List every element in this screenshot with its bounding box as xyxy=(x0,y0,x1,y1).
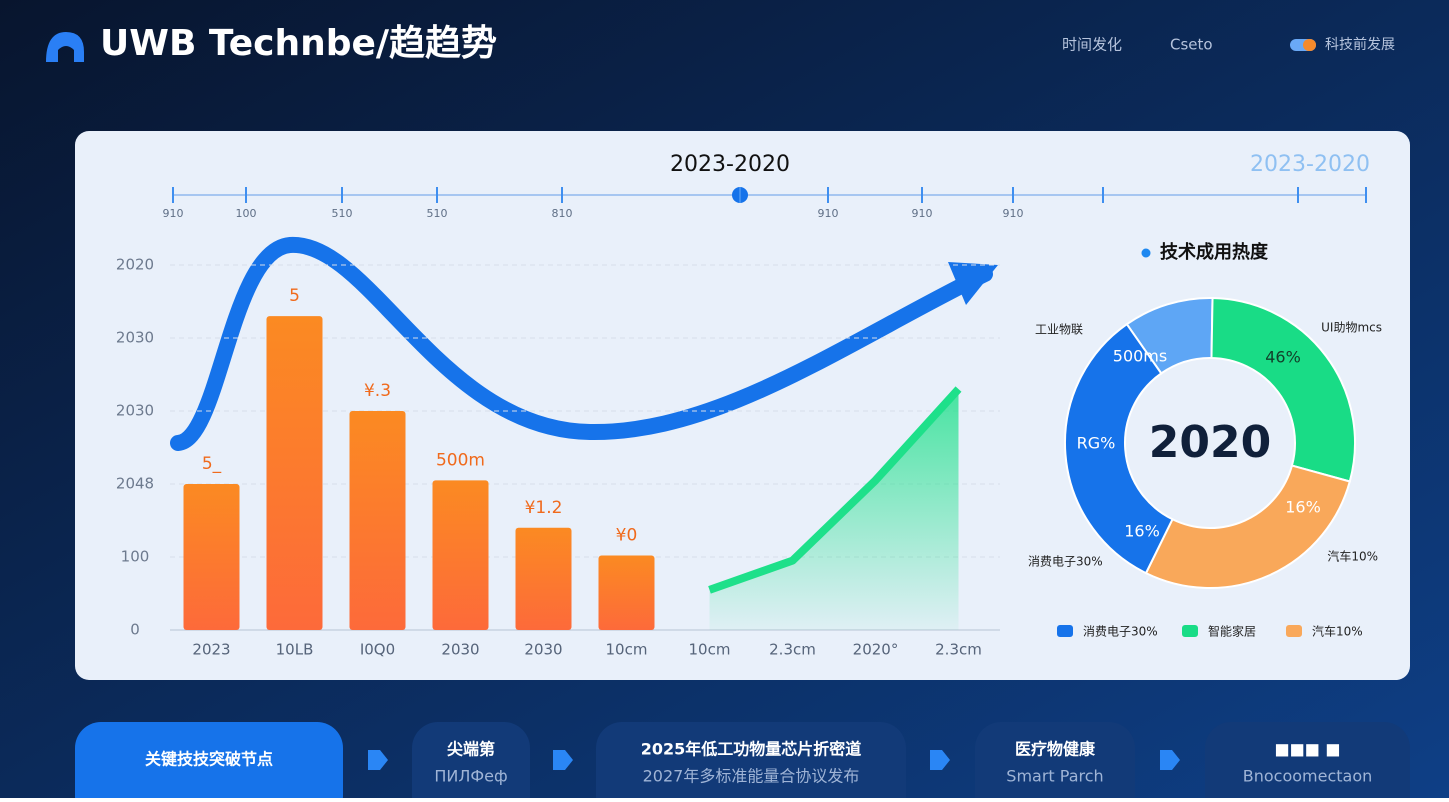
x-tick-label: 2020° xyxy=(853,641,899,659)
step-text: 2027年多标准能量合协议发布 xyxy=(643,767,860,786)
bar xyxy=(515,527,572,630)
bar-annotation: ¥1.2 xyxy=(525,498,563,518)
slice-label: 500ms xyxy=(1113,347,1167,366)
legend-label: 汽车10% xyxy=(1312,624,1363,639)
title: UWB Technbe/趋趋势 xyxy=(100,23,497,64)
y-tick-label: 100 xyxy=(121,548,150,566)
step-text: Bnocoomectaon xyxy=(1243,767,1373,786)
legend-dot xyxy=(1141,248,1151,258)
step-arrow xyxy=(553,750,573,770)
bar-annotation: ¥.3 xyxy=(364,381,391,401)
donut-slice xyxy=(1210,297,1356,483)
bar xyxy=(183,484,240,630)
y-tick-label: 2030 xyxy=(116,329,154,347)
x-tick-label: 10LB xyxy=(276,641,314,659)
outer-label: UI助物mcs xyxy=(1321,321,1382,335)
timeline-label: 910 xyxy=(1003,207,1024,220)
x-tick-label: 2.3cm xyxy=(769,641,816,659)
step-arrow xyxy=(930,750,950,770)
x-tick-label: 10cm xyxy=(606,641,648,659)
timeline-label: 810 xyxy=(552,207,573,220)
nav-item[interactable]: 科技前发展 xyxy=(1325,36,1395,53)
step-text: ПИЛФеф xyxy=(434,767,507,786)
step-text: Smart Parch xyxy=(1006,767,1103,786)
bar xyxy=(349,411,406,630)
logo xyxy=(46,32,84,62)
bar-annotation: 5 xyxy=(289,286,300,306)
step-text: 2025年低工功物量芯片折密道 xyxy=(641,740,862,759)
step-box[interactable] xyxy=(1205,722,1410,802)
slice-label: 16% xyxy=(1285,498,1321,517)
donut-slice xyxy=(1144,464,1352,589)
timeline-label: 100 xyxy=(236,207,257,220)
step-text: 医疗物健康 xyxy=(1015,740,1096,759)
y-tick-label: 2030 xyxy=(116,402,154,420)
area-line xyxy=(708,386,962,594)
slice-label: 16% xyxy=(1124,522,1160,541)
step-text: ■■■ ■ xyxy=(1274,740,1340,759)
toggle-knob xyxy=(1303,39,1316,51)
outer-label: 汽车10% xyxy=(1327,549,1378,564)
timeline-title: 2023-2020 xyxy=(670,152,790,177)
bar-annotation: 500m xyxy=(436,450,485,470)
x-tick-label: 2023 xyxy=(192,641,230,659)
timeline-label: 510 xyxy=(427,207,448,220)
x-tick-label: 2030 xyxy=(524,641,562,659)
legend-label: 智能家居 xyxy=(1208,624,1256,639)
slice-label: RG% xyxy=(1077,434,1116,453)
step-text: 关键技技突破节点 xyxy=(145,750,273,769)
x-tick-label: 2030 xyxy=(441,641,479,659)
bar-annotation: 5_ xyxy=(202,454,222,474)
trend-curve xyxy=(170,236,993,451)
legend-swatch xyxy=(1057,625,1073,637)
bar xyxy=(266,316,323,630)
step-box[interactable] xyxy=(596,722,906,802)
bar xyxy=(598,555,655,630)
slice-label: 46% xyxy=(1265,348,1301,367)
x-tick-label: 2.3cm xyxy=(935,641,982,659)
donut-center: 2020 xyxy=(1149,417,1271,468)
timeline-label: 910 xyxy=(163,207,184,220)
donut-title: 技术成用热度 xyxy=(1160,241,1269,263)
nav-item[interactable]: Cseto xyxy=(1170,36,1213,54)
nav-item[interactable]: 时间发化 xyxy=(1062,36,1122,54)
bar xyxy=(432,480,489,630)
donut-slice xyxy=(1064,322,1174,575)
legend-swatch xyxy=(1182,625,1198,637)
x-tick-label: I0Q0 xyxy=(360,641,395,659)
y-tick-label: 0 xyxy=(130,621,140,639)
outer-label: 消费电子30% xyxy=(1028,555,1103,569)
timeline-label: 510 xyxy=(332,207,353,220)
bar-annotation: ¥0 xyxy=(616,526,638,546)
y-tick-label: 2048 xyxy=(116,475,154,493)
trend-arrow xyxy=(948,262,998,305)
step-box[interactable] xyxy=(75,722,343,802)
x-tick-label: 10cm xyxy=(689,641,731,659)
timeline-label: 910 xyxy=(818,207,839,220)
outer-label: 工业物联 xyxy=(1035,323,1083,337)
timeline-title: 2023-2020 xyxy=(1250,152,1370,177)
y-tick-label: 2020 xyxy=(116,256,154,274)
legend-swatch xyxy=(1286,625,1302,637)
step-box[interactable] xyxy=(412,722,530,802)
legend-label: 消费电子30% xyxy=(1083,625,1158,639)
step-arrow xyxy=(1160,750,1180,770)
step-box[interactable] xyxy=(975,722,1135,802)
step-text: 尖端第 xyxy=(447,740,495,759)
step-arrow xyxy=(368,750,388,770)
timeline-label: 910 xyxy=(912,207,933,220)
